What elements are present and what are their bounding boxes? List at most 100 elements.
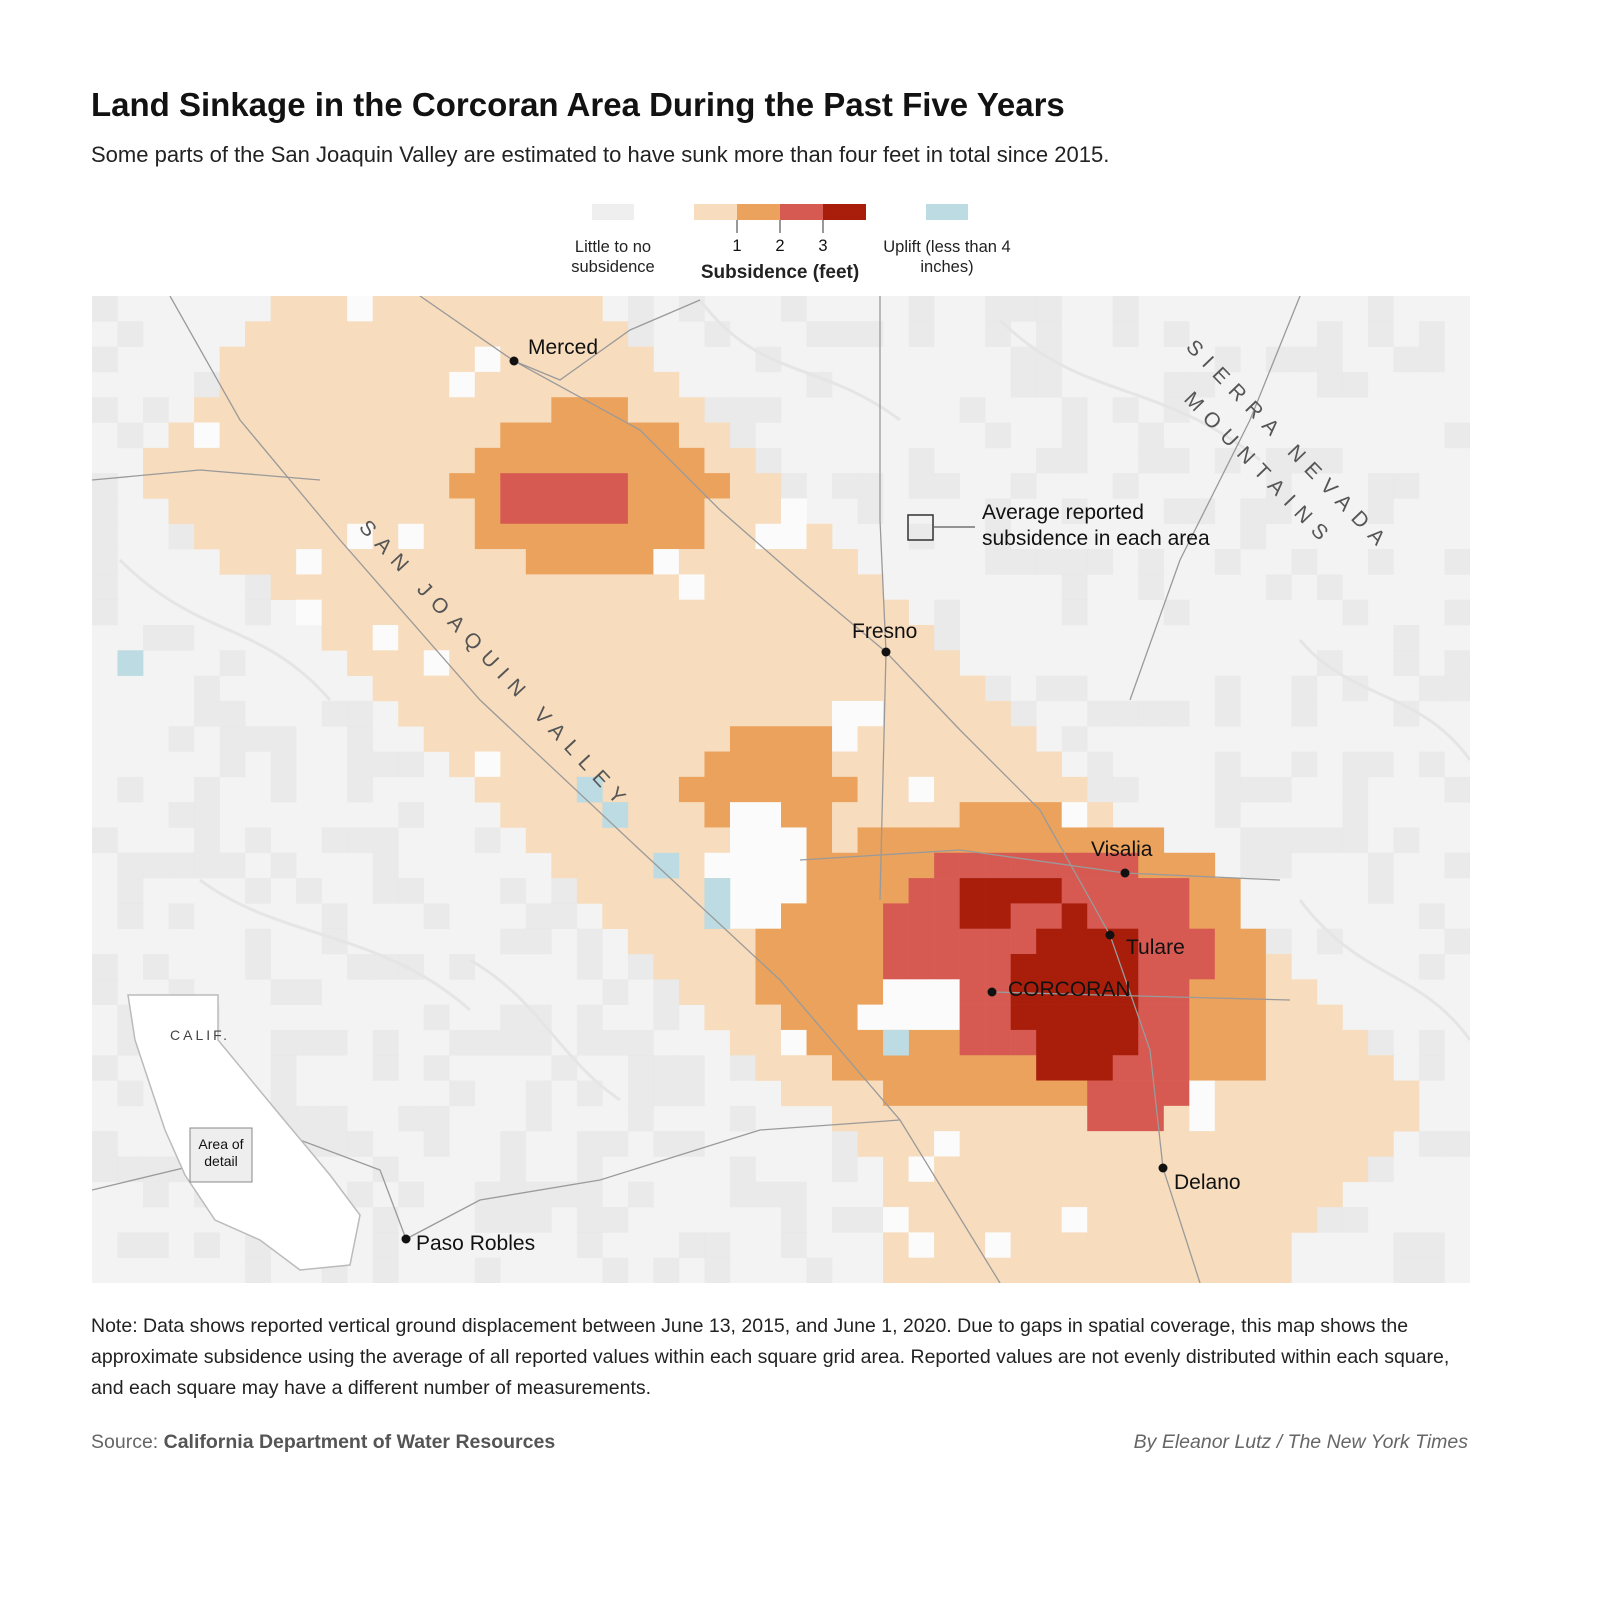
grid-cell [245,321,271,347]
grid-cell [474,751,501,778]
grid-cell [781,928,807,955]
grid-cell [525,625,552,651]
grid-cell [525,523,552,550]
grid-cell [194,852,220,879]
grid-cell [1240,1105,1267,1132]
grid-cell [321,700,348,727]
grid-cell [678,675,705,702]
grid-cell [347,726,374,752]
grid-cell [398,346,425,373]
grid-cell [857,1055,884,1081]
grid-cell [551,625,578,651]
grid-cell [92,979,118,1005]
grid-cell [781,549,807,575]
grid-cell [1342,599,1369,626]
grid-cell [934,928,960,955]
grid-cell [1112,979,1139,1005]
grid-cell [806,979,833,1005]
grid-cell [347,751,374,778]
grid-cell [423,447,450,474]
grid-cell [959,878,986,904]
grid-cell [934,625,960,651]
grid-cell [729,802,756,828]
grid-cell [1163,1080,1190,1107]
grid-cell [755,878,782,904]
grid-cell [755,827,782,854]
grid-cell [627,1181,654,1208]
grid-cell [704,549,731,575]
grid-cell [1138,700,1165,727]
grid-cell [908,928,935,955]
grid-cell [806,650,833,676]
grid-cell [908,979,935,1005]
grid-cell [500,928,527,955]
grid-cell [372,954,399,980]
grid-cell [755,447,782,474]
inset [127,994,361,1271]
grid-cell [704,954,731,980]
grid-cell [832,928,858,955]
grid-cell [755,954,782,980]
grid-cell [474,498,501,525]
grid-cell [857,1029,884,1056]
place-label: Fresno [852,620,918,643]
grid-cell [704,700,731,727]
grid-cell [1010,1029,1037,1056]
grid-cell [1010,473,1037,499]
grid-cell [857,954,884,980]
grid-cell [1291,1207,1318,1233]
grid-cell [883,1257,909,1283]
grid-cell [1138,1004,1165,1031]
grid-cell [143,397,169,423]
grid-cell [500,422,527,449]
grid-cell [423,903,450,929]
grid-cell [1087,549,1114,575]
grid-cell [576,523,603,550]
grid-cell [1240,852,1267,879]
grid-cell [1265,1004,1292,1031]
grid-cell [117,1232,144,1258]
grid-cell [602,422,629,449]
grid-cell [602,675,629,702]
grid-cell [143,1232,169,1258]
grid-cell [602,700,629,727]
grid-cell [1240,928,1267,955]
grid-cell [423,371,450,398]
grid-cell [219,852,246,879]
grid-cell [474,650,501,676]
grid-cell [883,1156,909,1183]
grid-cell [1010,371,1037,398]
grid-cell [883,625,909,651]
grid-cell [1214,1257,1241,1283]
grid-cell [627,1055,654,1081]
grid-cell [781,979,807,1005]
grid-cell [500,1004,527,1031]
grid-cell [602,1131,629,1157]
grid-cell [1240,1131,1267,1157]
grid-cell [704,574,731,600]
grid-cell [678,549,705,575]
grid-cell [1444,549,1470,575]
grid-cell [168,498,195,525]
grid-cell [1112,296,1139,322]
grid-cell [449,473,476,499]
grid-cell [168,473,195,499]
grid-cell [551,776,578,803]
grid-cell [653,1257,680,1283]
grid-cell [653,1131,680,1157]
grid-cell [883,1080,909,1107]
grid-cell [704,776,731,803]
grid-cell [1087,954,1114,980]
grid-cell [500,296,527,322]
grid-cell [704,979,731,1005]
grid-cell [678,523,705,550]
grid-cell [781,852,807,879]
grid-cell [245,346,271,373]
inset-box-label: Area of detail [198,1136,244,1169]
grid-cell [296,549,322,575]
grid-cell [1291,1029,1318,1056]
grid-cell [576,422,603,449]
grid-cells [92,296,1470,1283]
grid-cell [832,675,858,702]
grid-cell [474,422,501,449]
